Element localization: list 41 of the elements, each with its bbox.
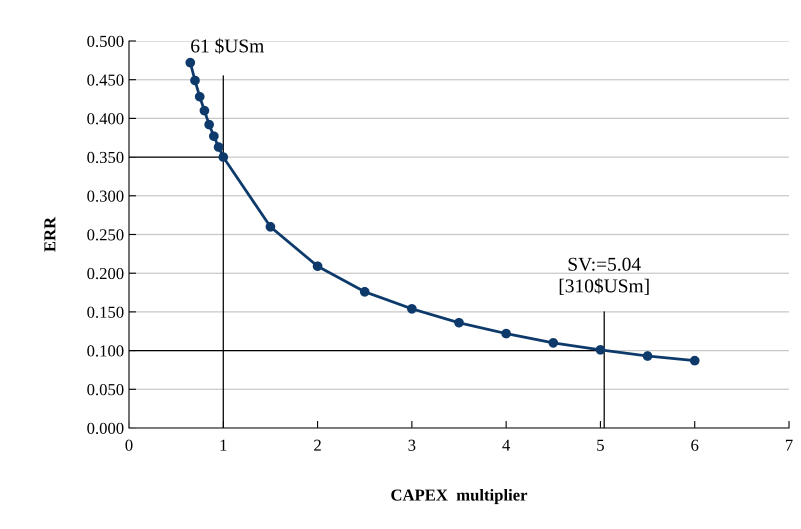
point [194,92,205,102]
y-axis-title: ERR [44,216,56,252]
point [312,261,322,272]
x-tick-label: 1 [220,440,226,451]
y-tick-label: 0.150 [87,306,124,318]
y-tick-label: 0.450 [87,74,124,86]
annotation: SV:=5.04 [310$USm] [560,258,649,295]
annotation: 61 $USm [191,38,264,54]
point [200,106,210,116]
point [185,58,196,68]
point [406,304,417,314]
x-tick-label: 2 [314,440,321,451]
point [204,120,214,130]
point [190,76,200,86]
point [548,338,558,348]
y-tick-label: 0.500 [87,36,124,48]
point [642,351,652,361]
x-tick-label: 5 [597,440,604,451]
point [360,286,370,297]
x-tick-label: 4 [502,440,510,451]
y-tick-label: 0.050 [87,384,124,396]
y-tick-label: 0.400 [87,113,124,124]
point [454,318,464,328]
y-tick-label: 0.000 [87,422,124,434]
point [218,152,228,162]
x-tick-label: 7 [786,440,793,451]
point [208,131,219,142]
y-tick-label: 0.200 [87,268,124,280]
x-tick-label: 6 [691,440,698,451]
point [501,328,512,338]
y-tick-label: 0.100 [87,345,124,357]
point [596,344,606,355]
y-tick-label: 0.350 [87,152,124,164]
y-tick-label: 0.300 [87,190,124,202]
point [690,356,700,366]
point [214,142,224,152]
x-tick-label: 0 [125,440,133,451]
point [266,222,276,232]
x-axis-title: CAPEX multiplier [391,488,528,504]
x-tick-label: 3 [408,440,416,451]
y-tick-label: 0.250 [87,229,124,241]
